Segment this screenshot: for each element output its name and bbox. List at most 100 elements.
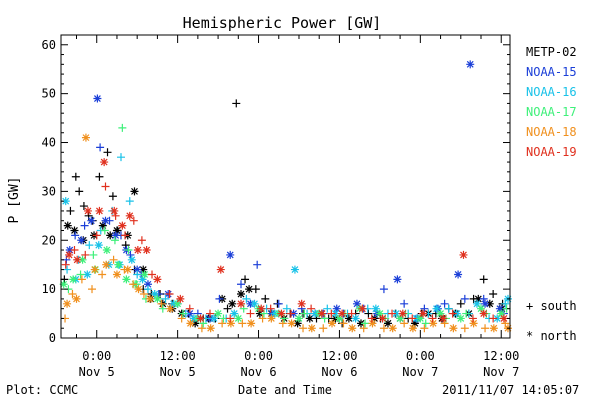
data-point-south bbox=[456, 299, 465, 308]
y-tick-label: 10 bbox=[42, 282, 56, 296]
data-point-north bbox=[499, 314, 508, 323]
data-point-north bbox=[466, 60, 475, 69]
data-point-south bbox=[89, 250, 98, 259]
data-point-south bbox=[158, 304, 167, 313]
data-point-north bbox=[114, 260, 123, 269]
data-point-north bbox=[317, 309, 326, 318]
data-point-north bbox=[246, 299, 255, 308]
chart-title: Hemispheric Power [GW] bbox=[183, 14, 382, 32]
data-point-north bbox=[449, 324, 458, 333]
data-point-north bbox=[102, 260, 111, 269]
data-point-north bbox=[210, 314, 219, 323]
data-point-north bbox=[338, 309, 347, 318]
data-point-north bbox=[479, 309, 488, 318]
data-point-north bbox=[396, 314, 405, 323]
data-point-north bbox=[351, 314, 360, 323]
data-point-north bbox=[94, 241, 103, 250]
data-point-south bbox=[148, 270, 157, 279]
footer-plot-credit: Plot: CCMC bbox=[6, 383, 78, 397]
data-point-north bbox=[305, 314, 314, 323]
legend-entry-noaa-17: NOAA-17 bbox=[526, 105, 577, 119]
data-point-south bbox=[242, 294, 251, 303]
data-point-north bbox=[331, 314, 340, 323]
data-point-south bbox=[124, 246, 133, 255]
data-point-south bbox=[71, 172, 80, 181]
data-point-south bbox=[444, 304, 453, 313]
data-point-north bbox=[297, 299, 306, 308]
data-point-north bbox=[331, 309, 340, 318]
data-point-south bbox=[379, 285, 388, 294]
data-point-north bbox=[130, 187, 139, 196]
data-point-south bbox=[63, 265, 72, 274]
data-point-north bbox=[328, 319, 337, 328]
data-point-north bbox=[371, 304, 380, 313]
data-point-north bbox=[357, 319, 366, 328]
legend-entry-metp-02: METP-02 bbox=[526, 45, 577, 59]
data-point-north bbox=[143, 280, 152, 289]
data-point-south bbox=[66, 206, 75, 215]
data-point-north bbox=[245, 285, 254, 294]
y-axis-label: P [GW] bbox=[7, 177, 22, 224]
data-point-north bbox=[412, 314, 421, 323]
data-point-south bbox=[197, 324, 206, 333]
data-point-south bbox=[126, 250, 135, 259]
data-point-north bbox=[95, 206, 104, 215]
data-point-south bbox=[161, 294, 170, 303]
data-point-north bbox=[287, 319, 296, 328]
data-point-north bbox=[368, 319, 377, 328]
data-point-north bbox=[247, 319, 256, 328]
x-tick-date-label: Nov 6 bbox=[240, 365, 276, 379]
data-point-south bbox=[448, 309, 457, 318]
data-point-south bbox=[218, 319, 227, 328]
data-point-north bbox=[134, 285, 143, 294]
data-point-south bbox=[479, 275, 488, 284]
data-point-south bbox=[103, 148, 112, 157]
data-point-south bbox=[282, 304, 291, 313]
data-point-north bbox=[145, 294, 154, 303]
data-point-north bbox=[237, 290, 246, 299]
data-point-south bbox=[428, 314, 437, 323]
data-point-north bbox=[454, 270, 463, 279]
data-point-north bbox=[93, 94, 102, 103]
data-point-north bbox=[185, 309, 194, 318]
data-point-north bbox=[489, 324, 498, 333]
data-point-south bbox=[237, 280, 246, 289]
data-point-south bbox=[367, 314, 376, 323]
data-point-north bbox=[63, 221, 72, 230]
data-point-north bbox=[65, 246, 74, 255]
data-point-south bbox=[361, 319, 370, 328]
symbol-legend-entry: * north bbox=[526, 329, 577, 343]
data-point-south bbox=[129, 216, 138, 225]
data-point-south bbox=[440, 299, 449, 308]
data-point-south bbox=[307, 304, 316, 313]
data-point-north bbox=[214, 309, 223, 318]
data-point-north bbox=[472, 299, 481, 308]
data-point-north bbox=[196, 314, 205, 323]
data-point-south bbox=[110, 236, 119, 245]
data-point-south bbox=[408, 314, 417, 323]
data-point-south bbox=[481, 324, 490, 333]
data-point-south bbox=[88, 285, 97, 294]
y-tick-label: 20 bbox=[42, 233, 56, 247]
data-point-south bbox=[79, 202, 88, 211]
data-point-south bbox=[121, 231, 130, 240]
data-point-north bbox=[228, 299, 237, 308]
data-point-north bbox=[456, 314, 465, 323]
data-point-north bbox=[485, 299, 494, 308]
data-point-north bbox=[118, 221, 127, 230]
x-tick-date-label: Nov 7 bbox=[483, 365, 519, 379]
data-point-north bbox=[206, 324, 215, 333]
data-point-north bbox=[100, 158, 109, 167]
x-axis: 0:00 Nov 5 12:00 Nov 5 0:00 Nov 6 12:00 Nov 6 0:… bbox=[76, 35, 519, 379]
data-point-south bbox=[101, 182, 110, 191]
data-point-north bbox=[87, 216, 96, 225]
data-point-north bbox=[173, 299, 182, 308]
data-point-south bbox=[70, 246, 79, 255]
data-point-north bbox=[392, 309, 401, 318]
data-point-north bbox=[73, 255, 82, 264]
data-point-south bbox=[111, 211, 120, 220]
data-point-south bbox=[226, 314, 235, 323]
data-point-north bbox=[375, 309, 384, 318]
data-point-north bbox=[150, 290, 159, 299]
data-point-south bbox=[232, 99, 241, 108]
